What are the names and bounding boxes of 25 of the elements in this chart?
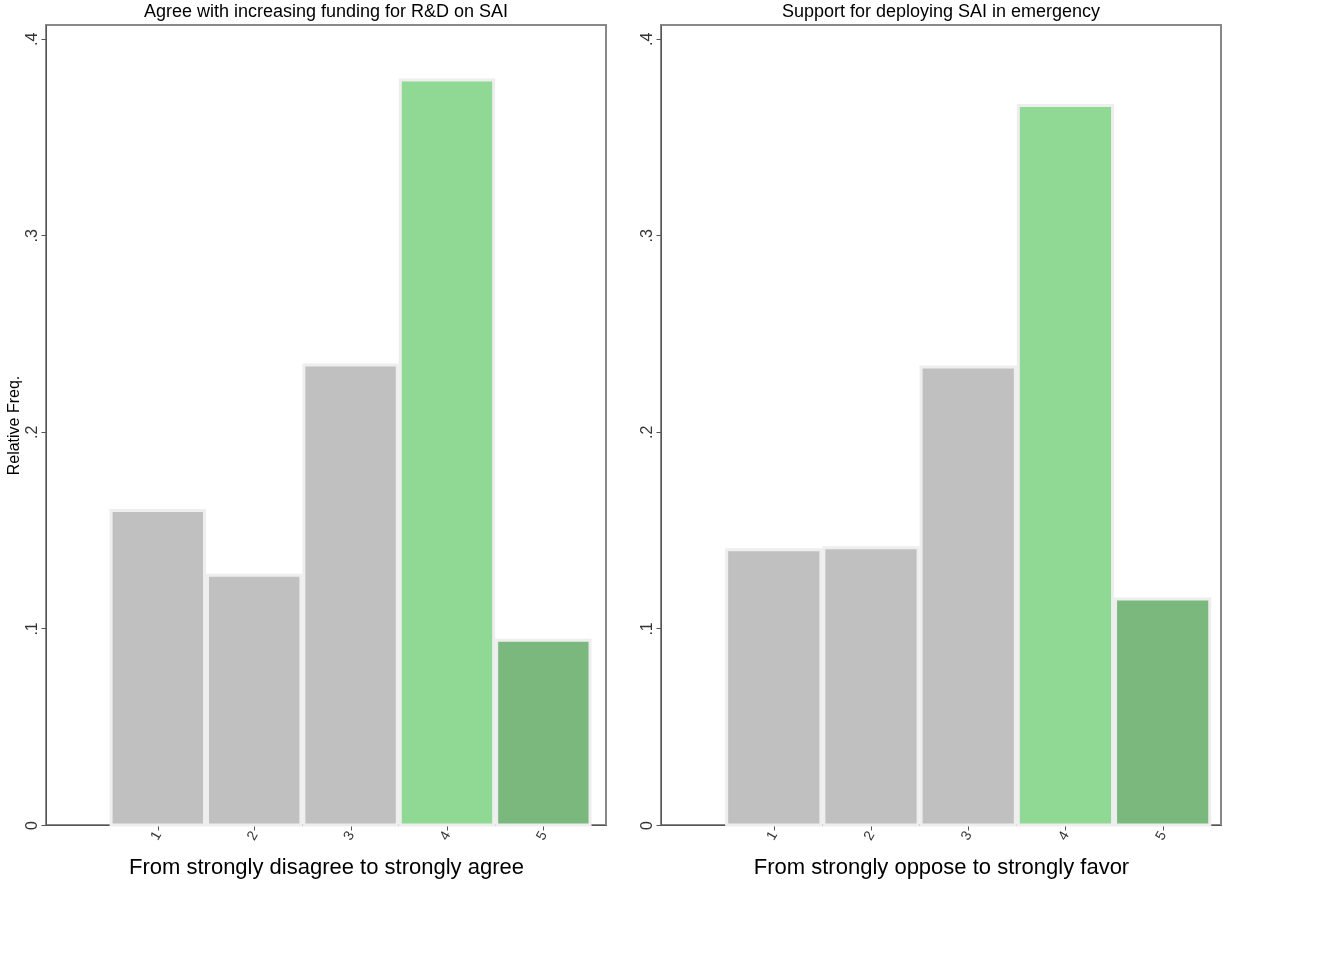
x-tick-label: 1 (762, 827, 781, 843)
x-tick-label: 5 (532, 827, 551, 843)
y-tick-label: .3 (22, 229, 40, 243)
y-tick-label: .3 (637, 229, 655, 243)
x-tick-label: 4 (435, 827, 454, 843)
y-tick-label: .4 (637, 32, 655, 46)
y-tick-label: .2 (22, 425, 40, 440)
x-axis-title: From strongly oppose to strongly favor (753, 853, 1130, 879)
x-tick-label: 5 (1151, 827, 1170, 843)
chart-title: Support for deploying SAI in emergency (781, 1, 1101, 21)
chart-title: Agree with increasing funding for R&D on SAI (143, 1, 509, 21)
x-tick-label: 3 (339, 827, 358, 843)
y-axis-title: Relative Freq. (4, 375, 22, 476)
x-tick-label: 1 (146, 827, 165, 843)
x-tick-label: 3 (957, 827, 975, 843)
x-tick-label: 4 (1054, 827, 1073, 843)
y-tick-label: 0 (637, 820, 655, 830)
y-tick-label: .1 (637, 622, 655, 636)
x-tick-label: 2 (243, 827, 261, 843)
y-tick-label: .4 (22, 32, 40, 46)
y-tick-label: .2 (637, 425, 655, 440)
y-tick-label: .1 (22, 622, 40, 636)
y-tick-label: 0 (22, 820, 40, 830)
x-axis-title: From strongly disagree to strongly agree (129, 853, 524, 879)
x-tick-label: 2 (859, 827, 878, 843)
